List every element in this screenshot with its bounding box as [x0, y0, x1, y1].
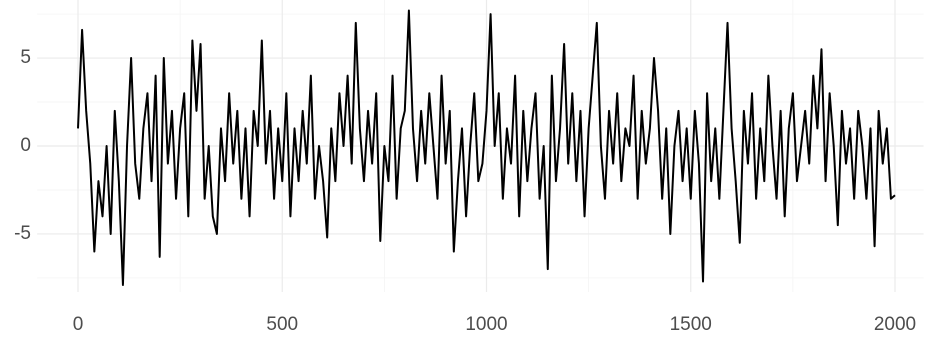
y-tick-label: -5: [14, 223, 31, 244]
x-tick-label: 500: [266, 314, 298, 335]
x-tick-label: 1000: [465, 314, 507, 335]
data-line: [77, 9, 896, 286]
x-tick-label: 2000: [874, 314, 916, 335]
x-tick-label: 1500: [670, 314, 712, 335]
y-tick-label: 5: [20, 47, 31, 68]
x-tick-label: 0: [73, 314, 84, 335]
y-tick-label: 0: [20, 135, 31, 156]
